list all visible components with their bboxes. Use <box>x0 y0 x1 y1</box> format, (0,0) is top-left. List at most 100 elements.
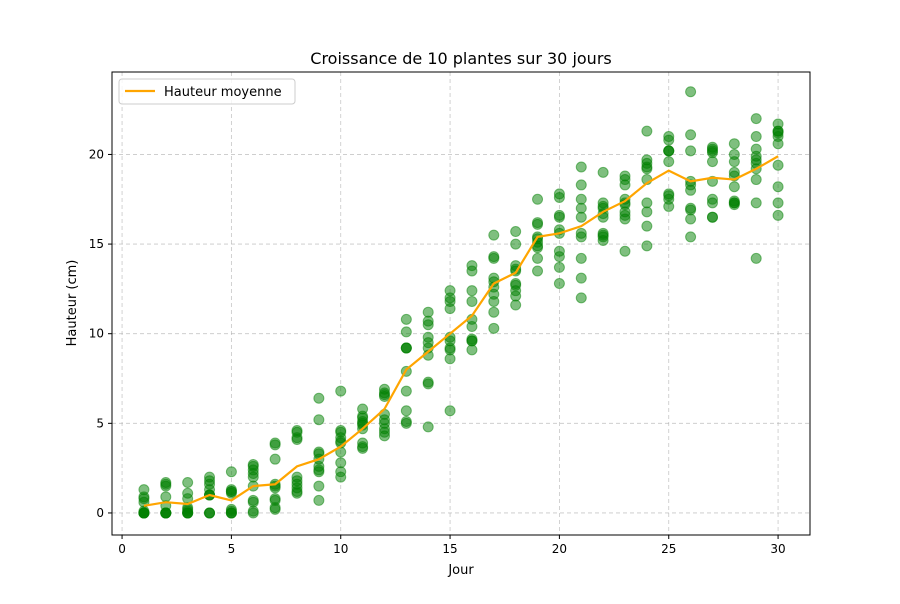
x-tick-label: 10 <box>333 542 348 556</box>
scatter-point <box>247 494 259 506</box>
scatter-point <box>553 278 565 290</box>
scatter-point <box>532 242 544 254</box>
scatter-point <box>225 507 237 519</box>
scatter-point <box>728 138 740 150</box>
scatter-point <box>532 252 544 264</box>
scatter-point <box>422 306 434 318</box>
scatter-point <box>619 245 631 257</box>
scatter-point <box>357 403 369 415</box>
scatter-point <box>466 295 478 307</box>
y-tick-label: 15 <box>89 237 104 251</box>
scatter-point <box>313 480 325 492</box>
scatter-point <box>750 197 762 209</box>
scatter-point <box>313 494 325 506</box>
y-tick-label: 20 <box>89 147 104 161</box>
scatter-point <box>466 260 478 272</box>
scatter-point <box>313 414 325 426</box>
scatter-point <box>597 197 609 209</box>
scatter-point <box>378 414 390 426</box>
y-tick-label: 0 <box>96 506 104 520</box>
scatter-point <box>772 181 784 193</box>
scatter-point <box>182 476 194 488</box>
scatter-point <box>532 193 544 205</box>
scatter-point <box>728 166 740 178</box>
scatter-point <box>575 161 587 173</box>
scatter-point <box>400 385 412 397</box>
scatter-point <box>728 197 740 209</box>
scatter-point <box>619 170 631 182</box>
scatter-point <box>269 493 281 505</box>
scatter-point <box>313 392 325 404</box>
scatter-point <box>335 457 347 469</box>
scatter-point <box>400 416 412 428</box>
plot-frame <box>111 71 811 536</box>
scatter-point <box>400 342 412 354</box>
x-tick-label: 15 <box>442 542 457 556</box>
scatter-point <box>422 376 434 388</box>
scatter-point <box>706 193 718 205</box>
scatter-point <box>335 385 347 397</box>
scatter-point <box>160 491 172 503</box>
scatter-point <box>291 471 303 483</box>
scatter-point <box>553 188 565 200</box>
x-tick-label: 30 <box>770 542 785 556</box>
scatter-point <box>575 193 587 205</box>
scatter-point <box>444 285 456 297</box>
legend-box <box>118 78 296 105</box>
axis-ticks: 0 5 10 15 20 25 30 0 5 10 15 20 <box>89 147 786 556</box>
scatter-point <box>685 86 697 98</box>
scatter-point <box>685 231 697 243</box>
scatter-point <box>685 145 697 157</box>
scatter-point <box>138 507 150 519</box>
scatter-point <box>772 209 784 221</box>
scatter-point <box>772 159 784 171</box>
scatter-point <box>225 466 237 478</box>
scatter-point <box>641 125 653 137</box>
y-tick-label: 5 <box>96 416 104 430</box>
scatter-point <box>553 261 565 273</box>
scatter-point <box>488 229 500 241</box>
scatter-point <box>575 227 587 239</box>
scatter-point <box>685 202 697 214</box>
scatter-point <box>706 145 718 157</box>
scatter-point <box>488 251 500 263</box>
scatter-point <box>750 174 762 186</box>
scatter-point <box>510 278 522 290</box>
scatter-point <box>510 226 522 238</box>
legend: Hauteur moyenne <box>118 78 296 105</box>
scatter-point <box>269 437 281 449</box>
chart-title: Croissance de 10 plantes sur 30 jours <box>310 49 611 68</box>
scatter-point <box>728 148 740 160</box>
scatter-point <box>182 487 194 499</box>
scatter-point <box>335 424 347 436</box>
x-tick-label: 5 <box>228 542 236 556</box>
scatter-point <box>553 209 565 221</box>
grid <box>112 72 810 535</box>
scatter-point <box>772 197 784 209</box>
scatter-point <box>269 453 281 465</box>
mean-line <box>143 155 779 507</box>
scatter-point <box>597 166 609 178</box>
scatter-point <box>225 485 237 497</box>
scatter-point <box>400 326 412 338</box>
x-tick-label: 25 <box>661 542 676 556</box>
scatter-point <box>444 405 456 417</box>
scatter-point <box>750 113 762 125</box>
scatter-point <box>685 129 697 141</box>
scatter-point <box>204 507 216 519</box>
scatter-point <box>663 145 675 157</box>
x-axis-label: Jour <box>447 563 474 578</box>
y-axis-label: Hauteur (cm) <box>65 260 80 347</box>
scatter-point <box>728 181 740 193</box>
scatter-point <box>357 437 369 449</box>
scatter-point <box>400 313 412 325</box>
x-tick-label: 0 <box>118 542 126 556</box>
scatter-point <box>488 322 500 334</box>
scatter-point <box>641 197 653 209</box>
scatter-point <box>641 240 653 252</box>
scatter-point <box>510 238 522 250</box>
scatter-point <box>597 229 609 241</box>
scatter-point <box>750 131 762 143</box>
scatter-point <box>400 405 412 417</box>
